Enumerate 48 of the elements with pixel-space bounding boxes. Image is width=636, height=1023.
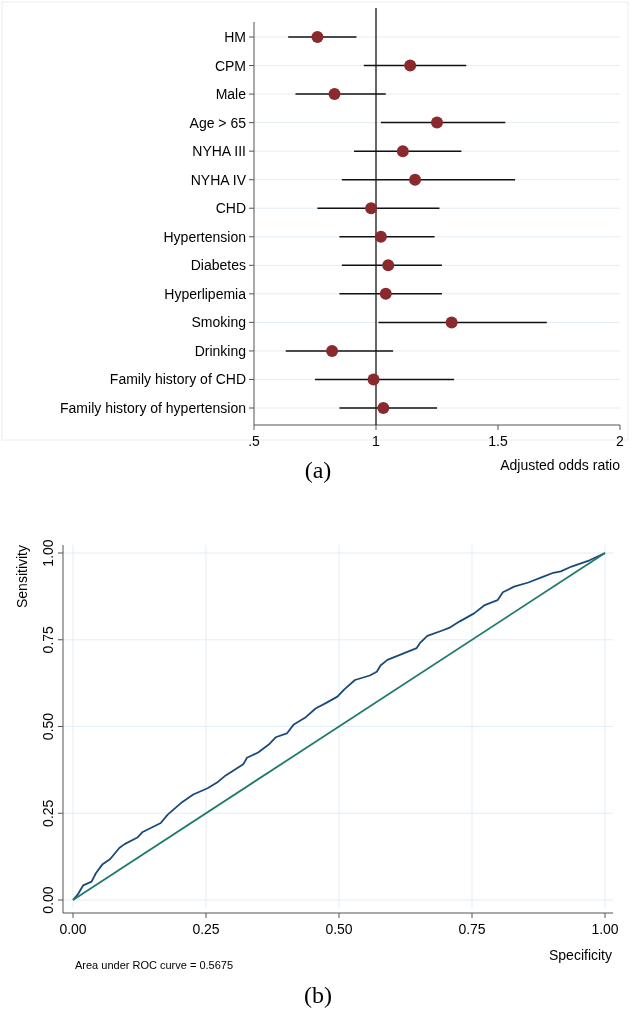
y-tick-label: Diabetes bbox=[190, 257, 246, 274]
y-tick-label: Male bbox=[215, 86, 247, 103]
x-tick-label: 1.00 bbox=[591, 921, 619, 937]
point bbox=[382, 259, 395, 272]
point bbox=[404, 59, 417, 72]
point bbox=[396, 145, 409, 158]
y-tick-label: CHD bbox=[215, 200, 246, 217]
y-tick-label: 1.00 bbox=[40, 539, 56, 567]
point bbox=[328, 88, 341, 101]
x-tick-label: .5 bbox=[248, 433, 261, 449]
x-tick-label: 0.00 bbox=[59, 921, 87, 937]
point bbox=[326, 344, 339, 357]
x-tick-label: 0.50 bbox=[325, 921, 353, 937]
y-tick-label: Age > 65 bbox=[189, 114, 247, 131]
y-tick-label: 0.00 bbox=[40, 886, 56, 914]
y-tick-label: Drinking bbox=[194, 342, 246, 359]
point bbox=[377, 402, 390, 414]
y-tick-label: 0.25 bbox=[40, 799, 56, 827]
y-tick-label: Family history of CHD bbox=[109, 371, 246, 388]
x-axis-title: Specificity bbox=[548, 947, 612, 963]
text: (a) bbox=[304, 457, 332, 483]
y-tick-label: Hyperlipemia bbox=[164, 285, 247, 302]
x-tick-label: 2 bbox=[616, 433, 625, 449]
point bbox=[311, 31, 324, 43]
y-tick-label: Family history of hypertension bbox=[60, 400, 246, 416]
text: (b) bbox=[304, 982, 332, 1008]
y-tick-label: NYHA IV bbox=[190, 171, 247, 188]
y-tick-label: CPM bbox=[214, 57, 246, 74]
x-tick-label: 0.75 bbox=[458, 921, 486, 937]
line-series bbox=[72, 552, 606, 901]
point bbox=[374, 230, 387, 243]
x-axis-title: Adjusted odds ratio bbox=[500, 457, 621, 473]
text: Area under ROC curve = 0.5675 bbox=[75, 959, 234, 971]
y-tick-label: NYHA III bbox=[192, 143, 246, 160]
point bbox=[445, 316, 458, 329]
point bbox=[367, 373, 380, 386]
x-tick-label: 1.5 bbox=[488, 433, 508, 449]
y-tick-label: Smoking bbox=[191, 314, 246, 331]
point bbox=[431, 116, 443, 129]
y-tick-label: HM bbox=[224, 29, 246, 45]
y-tick-label: Hypertension bbox=[163, 228, 246, 245]
y-tick-label: 0.75 bbox=[40, 625, 56, 654]
point bbox=[365, 202, 378, 215]
y-tick-label: 0.50 bbox=[40, 712, 56, 741]
y-axis-title: Sensitivity bbox=[14, 545, 30, 609]
point bbox=[409, 173, 422, 186]
point bbox=[379, 287, 392, 300]
x-tick-label: 1 bbox=[372, 433, 381, 449]
